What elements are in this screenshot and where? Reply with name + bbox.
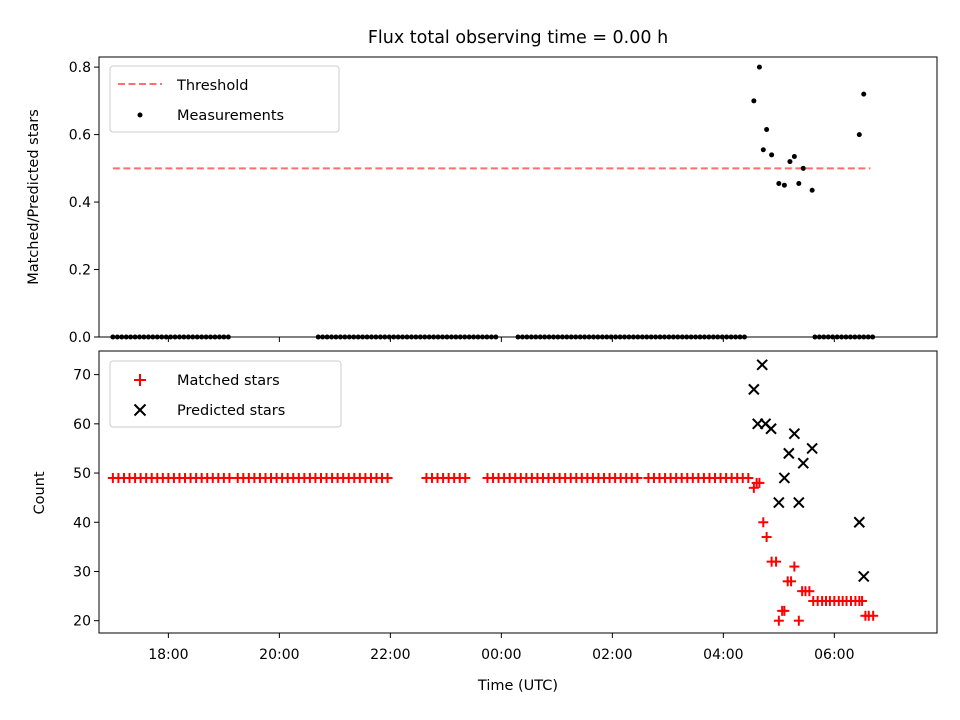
x-tick-label: 00:00 (481, 647, 521, 663)
bottom-plot-frame (98, 350, 938, 634)
measurement-point (764, 127, 770, 133)
matched-star-point (382, 472, 393, 483)
predicted-star-point (797, 457, 809, 469)
predicted-marker-b (778, 472, 791, 484)
measurement-point (796, 181, 802, 187)
matched-star-point (761, 532, 772, 543)
top-legend-frame (109, 65, 340, 133)
y-tick-label: 20 (73, 614, 91, 630)
matched-star-point (754, 477, 765, 488)
predicted-star-point (748, 383, 760, 396)
measurement-point (756, 64, 762, 70)
x-tick-label: 22:00 (370, 647, 410, 663)
matched-star-point (743, 472, 754, 483)
predicted-marker-b (806, 442, 818, 455)
matched-star-point (789, 561, 800, 572)
predicted-marker-b (783, 447, 795, 460)
predicted-marker-b (765, 423, 777, 435)
predicted-star-point (783, 447, 795, 460)
top-legend: Threshold Measurements (109, 65, 340, 133)
predicted-star-point (778, 472, 791, 484)
y-tick-label: 50 (73, 466, 91, 482)
predicted-marker-b (853, 516, 866, 528)
x-tick-label: 18:00 (148, 647, 188, 663)
matched-star-point (460, 472, 471, 483)
matched-star-point (632, 472, 643, 483)
legend-measurements-swatch (137, 112, 143, 118)
bottom-ylabel: Count (32, 471, 48, 514)
measurement-point (861, 91, 867, 97)
predicted-star-point (853, 516, 866, 528)
legend-measurements-label: Measurements (177, 108, 284, 124)
measurement-point (769, 152, 775, 158)
y-tick-label: 70 (73, 368, 91, 384)
bottom-panel: 20 30 40 50 60 70 18:00 20:00 22:00 00:00 02:00 04:… (32, 350, 938, 694)
predicted-star-point (773, 496, 785, 509)
predicted-marker-b (759, 418, 772, 430)
measurement-point (781, 182, 787, 188)
top-panel: 0.00.20.40.60.8 Matched/Predicted stars … (26, 56, 938, 346)
y-tick-label: 0.4 (69, 195, 91, 211)
y-tick-label: 60 (73, 417, 91, 433)
matched-star-point (857, 596, 868, 607)
legend-threshold-label: Threshold (176, 78, 248, 94)
x-tick-label: 06:00 (814, 647, 854, 663)
bottom-legend-frame (109, 360, 342, 428)
top-plot-frame (98, 56, 938, 338)
bottom-axis-ticks: 20 30 40 50 60 70 18:00 20:00 22:00 00:00 02:00 04:… (73, 368, 854, 663)
measurement-point (760, 147, 766, 153)
predicted-marker-b (756, 359, 768, 371)
y-tick-label: 0.0 (69, 330, 91, 346)
predicted-star-point (858, 570, 870, 583)
measurement-point (791, 154, 797, 160)
y-tick-label: 0.8 (69, 60, 91, 76)
matched-star-point (786, 576, 797, 587)
matched-star-point (773, 615, 784, 626)
predicted-star-point (806, 442, 818, 455)
top-ylabel: Matched/Predicted stars (26, 109, 42, 285)
bottom-data-layer (107, 359, 879, 626)
figure-title: Flux total observing time = 0.00 h (368, 28, 668, 48)
matched-star-point (779, 605, 790, 616)
y-tick-label: 30 (73, 564, 91, 580)
matched-star-point (771, 556, 782, 567)
legend-matched-label: Matched stars (177, 373, 280, 389)
predicted-star-point (765, 423, 777, 435)
predicted-star-point (756, 359, 768, 371)
x-tick-label: 20:00 (259, 647, 299, 663)
measurement-point (800, 165, 806, 171)
measurement-point (776, 181, 782, 187)
measurement-point (787, 159, 793, 165)
bottom-legend: Matched stars Predicted stars (109, 360, 342, 428)
predicted-star-point (793, 496, 805, 509)
bottom-xlabel: Time (UTC) (477, 678, 558, 694)
measurement-point (856, 132, 862, 138)
legend-predicted-label: Predicted stars (177, 403, 285, 419)
y-tick-label: 0.2 (69, 263, 91, 279)
matched-star-point (868, 610, 879, 621)
predicted-marker-b (793, 496, 805, 509)
matched-star-point (793, 615, 804, 626)
predicted-marker-b (773, 496, 785, 509)
y-tick-label: 40 (73, 515, 91, 531)
x-tick-label: 04:00 (703, 647, 743, 663)
measurement-point (809, 187, 815, 193)
legend-matched-swatch (134, 374, 146, 386)
predicted-marker-b (797, 457, 809, 469)
top-axis-ticks: 0.0 0.2 0.4 0.6 0.8 (69, 60, 835, 346)
predicted-marker-b (788, 427, 801, 440)
matched-star-point (758, 517, 769, 528)
y-tick-label: 0.6 (69, 128, 91, 144)
predicted-star-point (788, 427, 801, 440)
measurement-point (751, 98, 757, 104)
x-tick-label: 02:00 (592, 647, 632, 663)
matched-star-point (804, 586, 815, 597)
predicted-marker-b (748, 383, 760, 396)
legend-predicted-swatch (133, 403, 147, 417)
predicted-marker-b (858, 570, 870, 583)
